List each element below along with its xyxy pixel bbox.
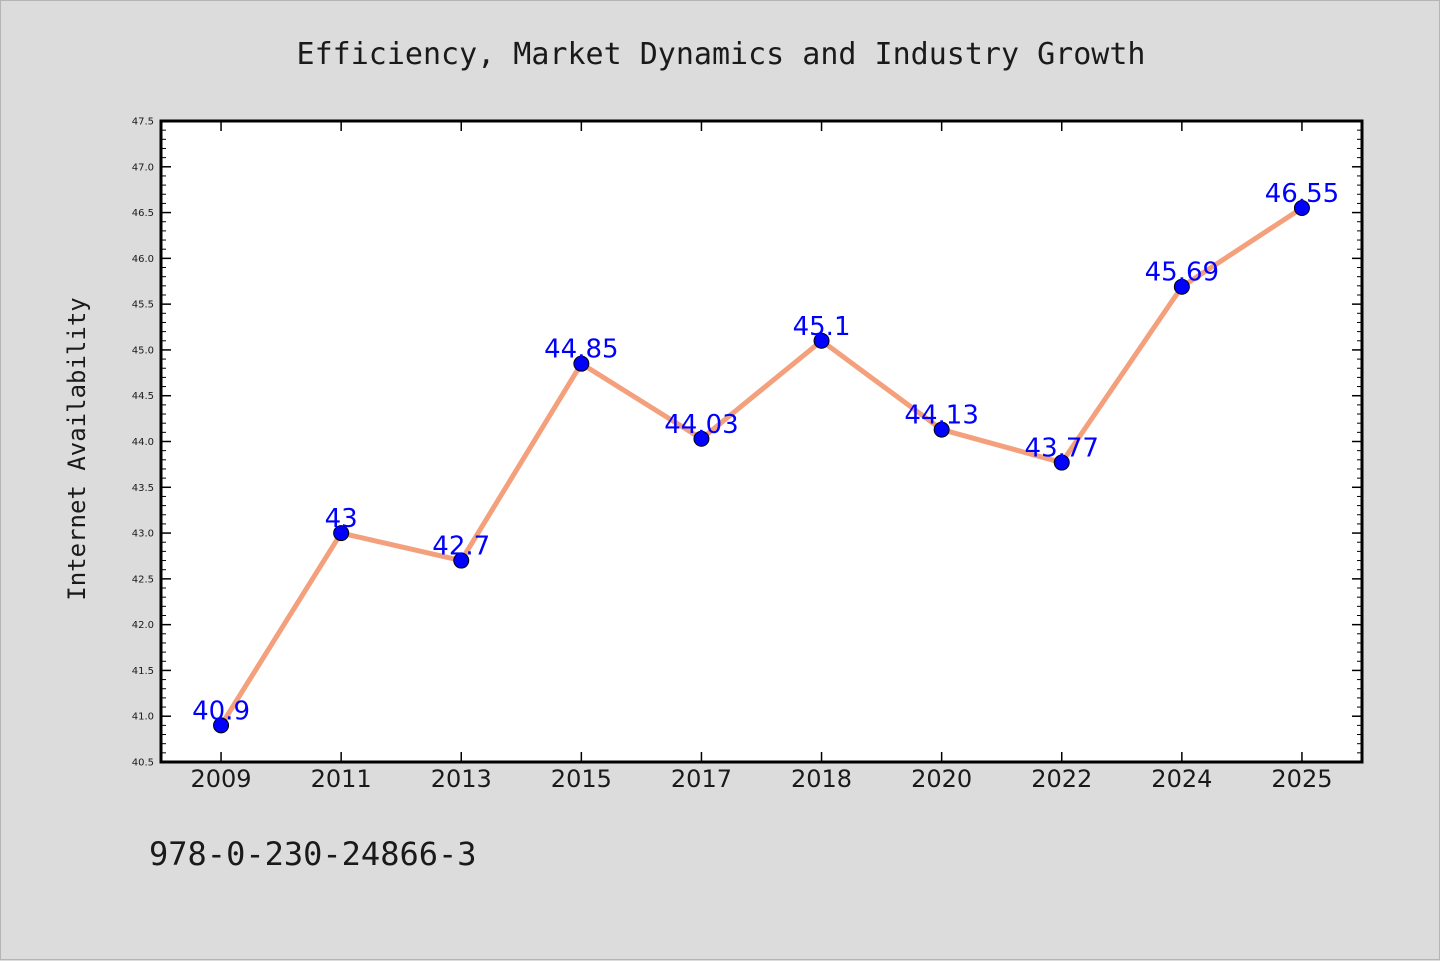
- data-label: 40.9: [192, 696, 250, 726]
- x-axis-ticks: 2009 2011 2013 2015 2017 2018 2020 2022 2024 2025: [191, 121, 1332, 793]
- x-tick-label: 2020: [911, 765, 972, 793]
- data-point: [813, 332, 830, 349]
- data-label: 42.7: [432, 532, 490, 562]
- series-line-group: 40.9 43 42.7 44.85 44.03 45.1 44.13 43.77 45.69 4…: [192, 179, 1339, 734]
- y-tick-label: 44.5: [132, 391, 154, 402]
- data-label: 45.1: [793, 312, 851, 342]
- data-point: [1173, 278, 1190, 295]
- plot-area: [159, 119, 1364, 764]
- data-point: [933, 421, 950, 438]
- x-tick-label: 2011: [311, 765, 372, 793]
- y-tick-label: 45.0: [132, 345, 154, 356]
- x-tick-label: 2022: [1031, 765, 1092, 793]
- data-label: 44.03: [664, 410, 738, 440]
- y-tick-label: 44.0: [132, 437, 154, 448]
- y-tick-label: 45.5: [132, 300, 154, 311]
- y-axis-ticks: 40.5 41.0 41.5 42.0 42.5 43.0 43.5 44.0 44.5 45.0…: [132, 117, 1362, 769]
- x-tick-label: 2018: [791, 765, 852, 793]
- data-label: 43: [325, 504, 358, 534]
- data-point: [1293, 199, 1310, 216]
- y-tick-label: 40.5: [132, 758, 154, 769]
- data-point: [693, 430, 710, 447]
- chart-title: Efficiency, Market Dynamics and Industry…: [297, 37, 1146, 72]
- data-point: [453, 552, 470, 569]
- y-tick-label: 46.5: [132, 208, 154, 219]
- data-label: 45.69: [1145, 258, 1219, 288]
- y-tick-label: 42.5: [132, 574, 154, 585]
- data-point: [333, 525, 350, 542]
- x-tick-label: 2009: [191, 765, 252, 793]
- data-label: 43.77: [1025, 434, 1099, 464]
- y-tick-label: 41.5: [132, 666, 154, 677]
- x-tick-label: 2015: [551, 765, 612, 793]
- data-point: [213, 717, 230, 734]
- isbn-footer: 978-0-230-24866-3: [149, 835, 477, 873]
- x-tick-label: 2017: [671, 765, 732, 793]
- data-point: [573, 355, 590, 372]
- x-tick-label: 2025: [1271, 765, 1332, 793]
- y-tick-label: 46.0: [132, 254, 154, 265]
- y-axis-label: Internet Availability: [63, 297, 91, 600]
- series-line: [218, 205, 1305, 728]
- data-label: 44.85: [544, 335, 618, 365]
- data-label: 44.13: [904, 401, 978, 431]
- y-tick-label: 47.5: [132, 117, 154, 128]
- data-label: 46.55: [1265, 179, 1339, 209]
- y-tick-label: 42.0: [132, 620, 154, 631]
- x-tick-label: 2013: [431, 765, 492, 793]
- y-tick-label: 43.5: [132, 483, 154, 494]
- y-tick-label: 41.0: [132, 712, 154, 723]
- y-tick-label: 43.0: [132, 529, 154, 540]
- y-tick-label: 47.0: [132, 162, 154, 173]
- data-point: [1053, 454, 1070, 471]
- x-tick-label: 2024: [1151, 765, 1212, 793]
